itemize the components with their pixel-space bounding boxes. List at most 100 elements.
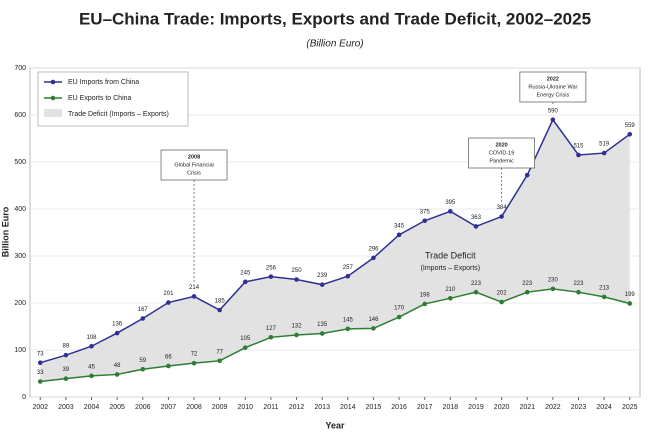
- point: [268, 335, 274, 340]
- point: [422, 301, 428, 307]
- value-label: 590: [548, 108, 559, 114]
- legend-label: EU Imports from China: [68, 79, 139, 86]
- point: [63, 352, 69, 358]
- point: [140, 366, 146, 372]
- value-label: 256: [266, 265, 277, 271]
- value-label: 89: [63, 344, 70, 350]
- value-label: 245: [240, 270, 251, 276]
- point: [37, 379, 43, 384]
- value-label: 223: [522, 281, 533, 287]
- series-line: [40, 288, 630, 383]
- x-tick-label: 2003: [58, 404, 74, 411]
- y-tick-label: 500: [14, 159, 26, 166]
- point: [524, 289, 530, 295]
- value-label: 296: [368, 246, 379, 252]
- value-label: 73: [37, 351, 44, 357]
- value-label: 77: [216, 349, 223, 355]
- point: [89, 373, 94, 379]
- value-label: 48: [114, 363, 121, 369]
- annotation-text: Global Financial: [174, 162, 213, 168]
- y-tick-label: 100: [14, 347, 26, 354]
- annotation-text: Russia-Ukraine War: [528, 84, 577, 90]
- x-tick-label: 2005: [109, 404, 125, 411]
- y-tick-label: 0: [22, 394, 26, 401]
- point: [217, 307, 222, 313]
- chart-subtitle: (Billion Euro): [306, 39, 363, 50]
- x-tick-label: 2014: [340, 404, 356, 411]
- x-tick-label: 2022: [545, 404, 561, 411]
- x-tick-label: 2006: [135, 404, 151, 411]
- x-tick-label: 2011: [263, 404, 278, 411]
- x-tick-label: 2009: [212, 404, 228, 411]
- value-label: 66: [165, 355, 172, 361]
- point: [89, 343, 94, 349]
- x-tick-label: 2019: [468, 404, 484, 411]
- point: [473, 224, 479, 229]
- value-label: 257: [343, 265, 354, 271]
- point: [191, 294, 197, 299]
- x-tick-label: 2020: [494, 404, 510, 411]
- legend-box: [37, 71, 189, 127]
- value-label: 214: [189, 285, 200, 291]
- point: [114, 330, 120, 336]
- value-label: 363: [471, 215, 482, 221]
- value-label: 132: [292, 324, 303, 330]
- y-tick-label: 700: [14, 65, 26, 72]
- point: [601, 294, 607, 300]
- area-label: (Imports – Exports): [421, 265, 481, 272]
- value-label: 185: [215, 299, 226, 305]
- value-label: 39: [63, 367, 70, 373]
- annotation-text: 2022: [547, 76, 559, 82]
- value-label: 213: [599, 285, 610, 291]
- annotation-text: 2020: [495, 142, 507, 148]
- point: [294, 277, 299, 282]
- point: [319, 331, 325, 336]
- annotation-text: Energy Crisis: [537, 92, 570, 98]
- point: [242, 345, 248, 350]
- x-tick-label: 2016: [391, 404, 407, 411]
- annotation-text: Pandemic: [489, 158, 514, 164]
- point: [499, 214, 504, 219]
- point: [627, 301, 633, 306]
- x-tick-label: 2025: [622, 404, 638, 411]
- point: [499, 299, 504, 305]
- value-label: 201: [163, 291, 174, 297]
- y-tick-label: 400: [14, 206, 26, 213]
- point: [576, 289, 581, 295]
- point: [396, 232, 402, 238]
- x-tick-label: 2004: [84, 404, 100, 411]
- annotation-box: [468, 137, 535, 169]
- x-tick-label: 2017: [417, 404, 433, 411]
- value-label: 515: [573, 144, 584, 150]
- x-tick-label: 2007: [161, 404, 177, 411]
- point: [37, 360, 43, 365]
- point: [396, 314, 402, 320]
- value-label: 384: [497, 205, 508, 211]
- value-label: 146: [368, 317, 379, 323]
- point: [550, 117, 556, 122]
- point: [319, 282, 325, 287]
- point: [627, 131, 633, 137]
- value-label: 170: [394, 306, 405, 312]
- value-label: 239: [317, 273, 328, 279]
- x-axis-title: Year: [325, 420, 345, 430]
- value-label: 198: [420, 293, 431, 299]
- y-tick-label: 300: [14, 253, 26, 260]
- point: [166, 363, 171, 369]
- point: [166, 300, 171, 305]
- point: [473, 289, 479, 295]
- x-tick-label: 2012: [289, 404, 305, 411]
- point: [140, 316, 146, 321]
- value-label: 135: [317, 322, 328, 328]
- legend-marker: [50, 79, 56, 85]
- value-label: 145: [343, 317, 354, 323]
- x-tick-label: 2013: [314, 404, 330, 411]
- value-label: 210: [445, 287, 456, 293]
- value-label: 345: [394, 223, 405, 229]
- point: [601, 150, 607, 156]
- x-tick-label: 2015: [366, 404, 382, 411]
- legend: EU Imports from China EU Exports to China…: [37, 71, 189, 127]
- value-label: 223: [471, 281, 482, 287]
- value-label: 105: [240, 336, 251, 342]
